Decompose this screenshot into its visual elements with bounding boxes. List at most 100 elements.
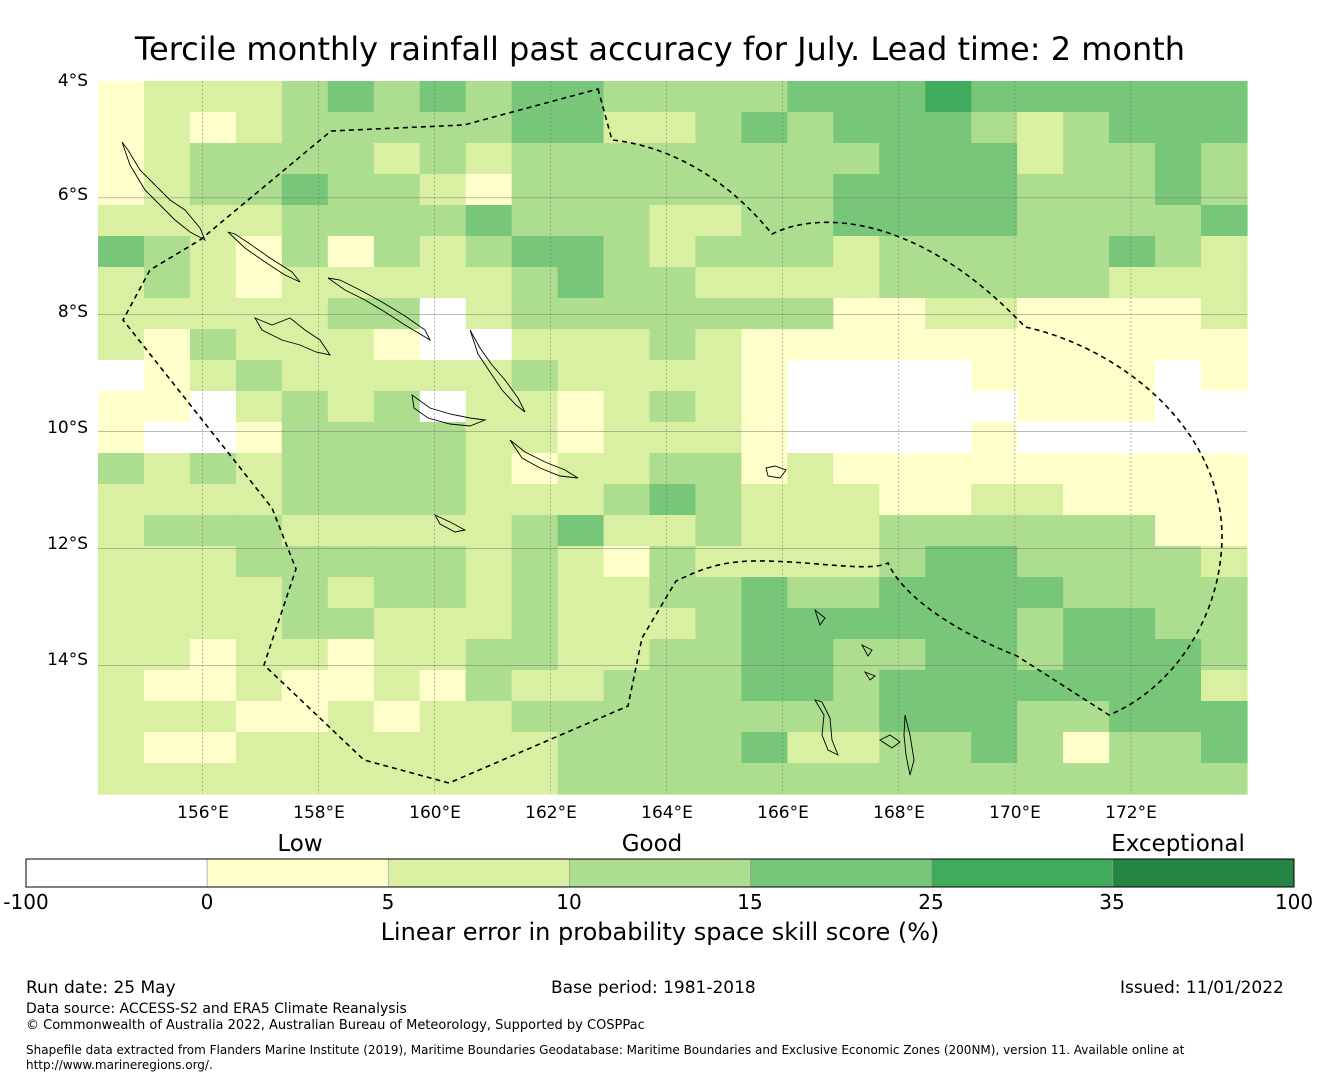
skill-cell: [649, 763, 697, 795]
skill-cell: [373, 577, 421, 609]
skill-cell: [649, 236, 697, 268]
skill-cell: [143, 143, 191, 175]
skill-cell: [419, 205, 467, 237]
skill-cell: [189, 81, 237, 113]
skill-cell: [1109, 484, 1156, 516]
skill-cell: [98, 329, 145, 361]
skill-cell: [649, 267, 697, 299]
skill-cell: [1201, 174, 1248, 206]
skill-cell: [189, 360, 237, 392]
skill-cell: [833, 329, 880, 361]
skill-cell: [833, 205, 880, 237]
skill-cell: [833, 236, 880, 268]
skill-cell: [879, 701, 926, 733]
skill-cell: [327, 732, 375, 764]
skill-cell: [327, 81, 375, 113]
skill-cell: [189, 112, 237, 144]
skill-cell: [465, 143, 513, 175]
skill-cell: [1109, 670, 1156, 702]
skill-cell: [1017, 329, 1064, 361]
skill-cell: [465, 391, 513, 423]
skill-cell: [1109, 174, 1156, 206]
skill-cell: [1155, 329, 1202, 361]
lon-label-172e: 172°E: [1105, 803, 1157, 823]
lon-label-162e: 162°E: [525, 803, 577, 823]
skill-cell: [557, 484, 605, 516]
skill-cell: [1201, 143, 1248, 175]
skill-cell: [1109, 298, 1156, 330]
skill-cell: [189, 484, 237, 516]
island-espiritu-santo: [814, 699, 839, 756]
skill-cell: [971, 360, 1018, 392]
skill-cell: [373, 453, 421, 485]
skill-cell: [189, 453, 237, 485]
skill-cell: [1201, 515, 1248, 547]
skill-cell: [419, 484, 467, 516]
skill-cell: [1063, 236, 1110, 268]
skill-cell: [649, 298, 697, 330]
skill-cell: [1109, 236, 1156, 268]
skill-cell: [1063, 298, 1110, 330]
coastlines: [121, 141, 915, 776]
skill-cell: [557, 329, 605, 361]
skill-cell: [465, 763, 513, 795]
skill-cell: [235, 422, 283, 454]
skill-cell: [189, 205, 237, 237]
skill-cell: [1063, 453, 1110, 485]
skill-cell: [1109, 577, 1156, 609]
skill-cell: [1201, 732, 1248, 764]
skill-cell: [1017, 112, 1064, 144]
skill-cell: [557, 298, 605, 330]
skill-cell: [557, 515, 605, 547]
skill-cell: [143, 701, 191, 733]
skill-cell: [143, 608, 191, 640]
skill-cell: [1155, 143, 1202, 175]
skill-cell: [281, 701, 329, 733]
skill-cell: [603, 453, 651, 485]
skill-cell: [373, 515, 421, 547]
skill-cell: [281, 670, 329, 702]
island-torres: [814, 608, 826, 626]
colorbar-tick: 10: [556, 890, 582, 914]
colorbar-tick: 0: [200, 890, 214, 914]
skill-cell: [419, 174, 467, 206]
skill-cell: [1017, 763, 1064, 795]
skill-cell: [465, 112, 513, 144]
skill-cell: [327, 329, 375, 361]
skill-cell: [557, 267, 605, 299]
island-makira: [509, 439, 579, 479]
skill-cell: [1155, 515, 1202, 547]
skill-cell: [98, 546, 145, 578]
colorbar-tick: 5: [381, 890, 395, 914]
skill-cell: [879, 546, 926, 578]
island-malekula: [879, 734, 901, 749]
skill-cell: [925, 174, 972, 206]
skill-cell: [741, 763, 788, 795]
skill-cell: [235, 515, 283, 547]
skill-cell: [1063, 732, 1110, 764]
skill-cell: [1063, 205, 1110, 237]
skill-cell: [235, 329, 283, 361]
skill-cell: [741, 329, 788, 361]
skill-cell: [649, 329, 697, 361]
skill-cell: [833, 763, 880, 795]
skill-cell: [741, 236, 788, 268]
lon-label-166e: 166°E: [757, 803, 809, 823]
skill-cell: [373, 143, 421, 175]
skill-cell: [603, 174, 651, 206]
skill-cell: [1109, 391, 1156, 423]
skill-cell: [1017, 608, 1064, 640]
skill-cell: [465, 236, 513, 268]
skill-cell: [189, 298, 237, 330]
shapefile-url[interactable]: http://www.marineregions.org/.: [26, 1058, 213, 1072]
skill-cell: [1017, 422, 1064, 454]
skill-cell: [741, 360, 788, 392]
skill-cell: [235, 546, 283, 578]
skill-cell: [879, 484, 926, 516]
skill-cell: [603, 391, 651, 423]
skill-cell: [649, 174, 697, 206]
skill-cell: [373, 732, 421, 764]
skill-cell: [925, 422, 972, 454]
skill-cell: [189, 546, 237, 578]
skill-cell: [98, 670, 145, 702]
